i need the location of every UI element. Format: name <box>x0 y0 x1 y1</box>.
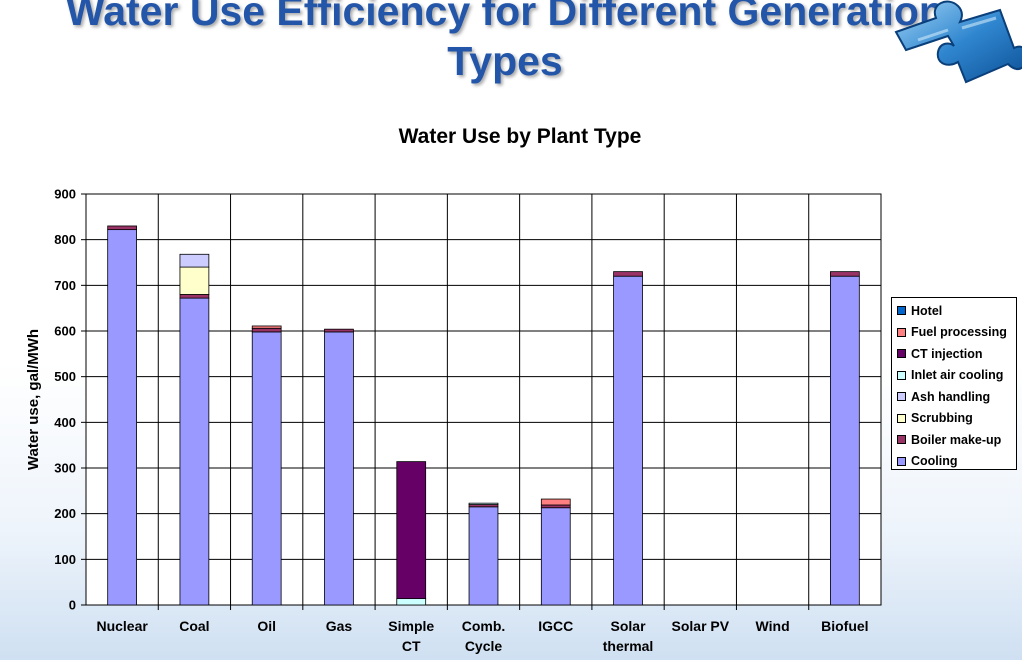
y-tick-label: 800 <box>54 232 76 247</box>
y-axis-label: Water use, gal/MWh <box>25 329 42 470</box>
legend-item: Cooling <box>897 451 1016 473</box>
legend-item: CT injection <box>897 343 1016 365</box>
y-tick-label: 0 <box>69 598 76 613</box>
y-tick-label: 100 <box>54 552 76 567</box>
y-tick-label: 900 <box>54 187 76 202</box>
bar-segment <box>179 253 210 268</box>
legend-item: Scrubbing <box>897 408 1016 430</box>
bar-segment <box>396 598 427 606</box>
x-tick-label: Coal <box>179 618 209 634</box>
bar-segment <box>468 502 499 505</box>
legend-swatch <box>897 306 906 316</box>
bar-segment <box>540 498 571 506</box>
chart-legend: Hotel Fuel processing CT injection Inlet ai… <box>891 297 1017 470</box>
legend-label: Ash handling <box>911 389 991 404</box>
x-tick-label: Wind <box>756 618 790 634</box>
y-tick-label: 600 <box>54 324 76 339</box>
x-tick-label: Oil <box>257 618 276 634</box>
x-tick-label: Simple <box>388 618 434 634</box>
y-tick-label: 200 <box>54 506 76 521</box>
bar-segment <box>396 461 427 600</box>
legend-swatch <box>897 413 906 423</box>
bar-segment <box>107 225 137 231</box>
bar-segment <box>830 271 860 277</box>
x-tick-label: Cycle <box>465 638 503 654</box>
y-tick-label: 400 <box>54 415 76 430</box>
x-tick-label: Biofuel <box>821 618 868 634</box>
bar-segment <box>830 275 860 606</box>
x-tick-label: Solar <box>611 618 647 634</box>
legend-item: Ash handling <box>897 386 1016 408</box>
bar-segment <box>613 271 643 277</box>
legend-label: Fuel processing <box>911 325 1007 340</box>
slide-title: Water Use Efficiency for Different Gener… <box>0 0 1010 86</box>
y-tick-label: 700 <box>54 278 76 293</box>
legend-item: Inlet air cooling <box>897 365 1016 387</box>
x-tick-label: CT <box>402 638 421 654</box>
legend-swatch <box>897 456 906 466</box>
legend-label: Inlet air cooling <box>911 368 1004 383</box>
legend-label: Scrubbing <box>911 411 973 426</box>
bar-segment <box>251 331 282 606</box>
y-tick-label: 300 <box>54 461 76 476</box>
legend-label: Boiler make-up <box>911 432 1002 447</box>
stacked-bar-chart: 0 100 200 300 400 500 600 700 800 900 Nuclear Coal O… <box>25 187 882 654</box>
bar-segment <box>540 507 571 606</box>
legend-label: Hotel <box>911 303 943 318</box>
legend-label: CT injection <box>911 346 983 361</box>
bar-segment <box>324 328 354 333</box>
legend-swatch <box>897 370 906 380</box>
bar-segment <box>251 327 282 333</box>
legend-swatch <box>897 435 906 445</box>
slide-title-line-1: Water Use Efficiency for Different Gener… <box>66 0 944 34</box>
x-tick-label: Gas <box>326 618 353 634</box>
bar-segment <box>107 229 137 606</box>
legend-item: Fuel processing <box>897 322 1016 344</box>
x-tick-label: IGCC <box>538 618 573 634</box>
legend-item: Boiler make-up <box>897 429 1016 451</box>
legend-swatch <box>897 327 906 337</box>
x-tick-label: thermal <box>603 638 654 654</box>
bar-segment <box>179 294 210 299</box>
legend-swatch <box>897 349 906 359</box>
bar-segment <box>613 275 643 606</box>
slide-title-line-2: Types <box>447 38 563 84</box>
bar-segment <box>468 506 499 606</box>
legend-item: Hotel <box>897 300 1016 322</box>
x-tick-label: Solar PV <box>672 618 730 634</box>
x-tick-label: Nuclear <box>96 618 148 634</box>
legend-swatch <box>897 392 906 402</box>
bar-segment <box>179 297 210 606</box>
legend-label: Cooling <box>911 454 958 469</box>
bar-segment <box>324 331 354 606</box>
x-tick-label: Comb. <box>462 618 506 634</box>
bar-segment <box>540 504 571 509</box>
chart-title: Water Use by Plant Type <box>398 125 642 148</box>
y-tick-label: 500 <box>54 369 76 384</box>
puzzle-piece-logo <box>894 0 1022 84</box>
bar-segment <box>251 325 282 329</box>
bar-segment <box>179 266 210 295</box>
